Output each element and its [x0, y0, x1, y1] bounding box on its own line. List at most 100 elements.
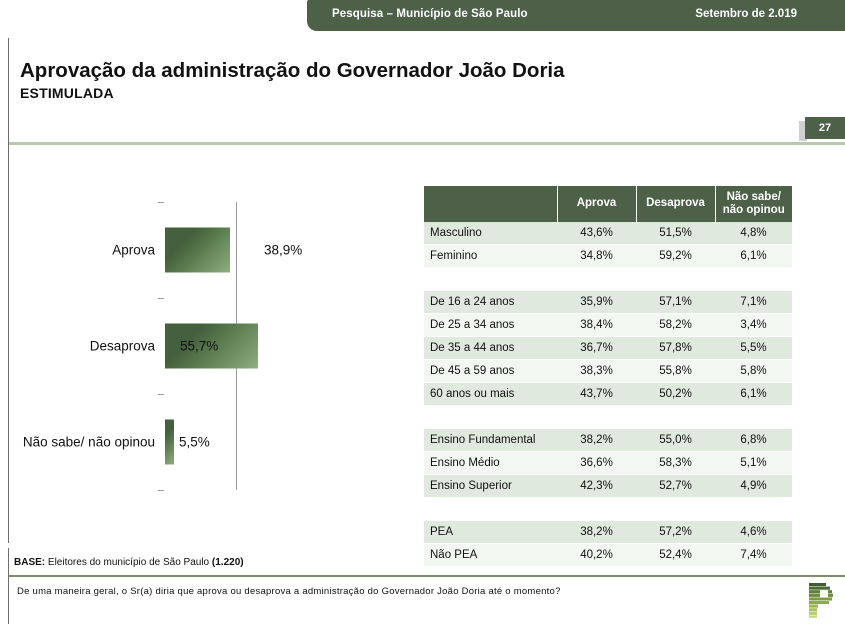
table-cell-naosabe: 6,1% — [715, 244, 792, 268]
table-cell-desaprova: 57,2% — [636, 520, 715, 544]
base-text: Eleitores do município de São Paulo — [47, 557, 210, 568]
table-cell-aprova: 43,7% — [557, 382, 636, 406]
table-cell-naosabe: 7,1% — [715, 290, 792, 314]
chart-value-naosabe: 5,5% — [179, 434, 210, 450]
table-cell-desaprova: 58,2% — [636, 313, 715, 337]
table-cell-desaprova: 59,2% — [636, 244, 715, 268]
table-cell-aprova: 38,2% — [557, 520, 636, 544]
table-row: De 16 a 24 anos 35,9% 57,1% 7,1% — [424, 290, 792, 314]
axis-tick — [158, 202, 164, 203]
table-group-gap — [424, 497, 792, 521]
base-label: BASE: — [14, 557, 46, 568]
table-header-corner — [424, 186, 557, 222]
table-cell-aprova: 36,7% — [557, 336, 636, 360]
table-cell-aprova: 38,4% — [557, 313, 636, 337]
chart-row: Desaprova 55,7% — [9, 316, 409, 376]
table-cell-label: Não PEA — [424, 543, 557, 567]
chart-bar-naosabe — [165, 419, 174, 465]
chart-value-aprova: 38,9% — [264, 242, 303, 258]
table-cell-desaprova: 55,8% — [636, 359, 715, 383]
company-logo-icon — [806, 582, 836, 618]
table-cell-desaprova: 52,4% — [636, 543, 715, 567]
table-cell-naosabe: 5,8% — [715, 359, 792, 383]
chart-category-label: Desaprova — [89, 338, 155, 354]
table-row: PEA 38,2% 57,2% 4,6% — [424, 520, 792, 544]
chart-row: Não sabe/ não opinou 5,5% — [9, 412, 409, 472]
page-title: Aprovação da administração do Governador… — [20, 59, 565, 82]
table-cell-naosabe: 4,9% — [715, 474, 792, 498]
top-banner: Pesquisa – Município de São Paulo Setemb… — [0, 0, 845, 34]
table-group-gap-cell — [424, 497, 792, 521]
table-cell-desaprova: 52,7% — [636, 474, 715, 498]
table-cell-label: Feminino — [424, 244, 557, 268]
table-cell-label: Masculino — [424, 222, 557, 245]
page-subtitle: ESTIMULADA — [20, 84, 114, 101]
chart-row: Aprova 38,9% — [9, 220, 409, 280]
table-header-naosabe-line1: Não sabe/ — [726, 190, 781, 203]
table-header-desaprova: Desaprova — [635, 186, 715, 222]
banner-bar: Pesquisa – Município de São Paulo Setemb… — [307, 0, 845, 31]
table-row: De 35 a 44 anos 36,7% 57,8% 5,5% — [424, 336, 792, 360]
crosstab-table: Aprova Desaprova Não sabe/ não opinou Ma… — [424, 186, 792, 567]
table-cell-aprova: 34,8% — [557, 244, 636, 268]
approval-bar-chart: Aprova 38,9% Desaprova 55,7% Não sabe/ n… — [9, 190, 409, 500]
table-cell-desaprova: 57,1% — [636, 290, 715, 314]
footer-divider — [9, 575, 845, 577]
chart-bar-aprova — [165, 227, 230, 273]
table-cell-desaprova: 58,3% — [636, 451, 715, 475]
table-cell-desaprova: 50,2% — [636, 382, 715, 406]
table-cell-aprova: 36,6% — [557, 451, 636, 475]
table-row: De 45 a 59 anos 38,3% 55,8% 5,8% — [424, 359, 792, 383]
table-cell-label: Ensino Superior — [424, 474, 557, 498]
banner-survey-title: Pesquisa – Município de São Paulo — [332, 8, 528, 20]
table-row: Masculino 43,6% 51,5% 4,8% — [424, 222, 792, 245]
table-cell-aprova: 43,6% — [557, 222, 636, 245]
table-cell-aprova: 35,9% — [557, 290, 636, 314]
logo-p-shape — [809, 583, 833, 618]
table-row: Feminino 34,8% 59,2% 6,1% — [424, 244, 792, 268]
crosstab-table-wrapper: Aprova Desaprova Não sabe/ não opinou Ma… — [424, 186, 792, 567]
table-row: De 25 a 34 anos 38,4% 58,2% 3,4% — [424, 313, 792, 337]
table-group-gap — [424, 405, 792, 429]
table-cell-aprova: 40,2% — [557, 543, 636, 567]
left-vertical-rule — [8, 38, 9, 543]
table-group-gap — [424, 267, 792, 291]
axis-tick — [158, 298, 164, 299]
table-cell-label: De 16 a 24 anos — [424, 290, 557, 314]
axis-tick — [158, 490, 164, 491]
table-cell-desaprova: 57,8% — [636, 336, 715, 360]
table-cell-naosabe: 3,4% — [715, 313, 792, 337]
table-cell-label: Ensino Médio — [424, 451, 557, 475]
table-row: 60 anos ou mais 43,7% 50,2% 6,1% — [424, 382, 792, 406]
chart-category-label: Não sabe/ não opinou — [22, 434, 155, 450]
table-header-row: Aprova Desaprova Não sabe/ não opinou — [424, 186, 792, 222]
base-line: BASE: Eleitores do município de São Paul… — [14, 557, 244, 568]
table-row: Ensino Superior 42,3% 52,7% 4,9% — [424, 474, 792, 498]
chart-value-desaprova: 55,7% — [180, 338, 219, 354]
table-cell-aprova: 38,2% — [557, 428, 636, 452]
table-cell-label: De 35 a 44 anos — [424, 336, 557, 360]
table-group-gap-cell — [424, 267, 792, 291]
chart-category-label: Aprova — [112, 242, 155, 258]
table-row: Ensino Fundamental 38,2% 55,0% 6,8% — [424, 428, 792, 452]
table-cell-naosabe: 6,1% — [715, 382, 792, 406]
table-cell-naosabe: 4,8% — [715, 222, 792, 245]
table-cell-aprova: 42,3% — [557, 474, 636, 498]
table-cell-naosabe: 5,1% — [715, 451, 792, 475]
table-header-naosabe-line2: não opinou — [722, 204, 785, 216]
table-cell-desaprova: 55,0% — [636, 428, 715, 452]
table-cell-naosabe: 6,8% — [715, 428, 792, 452]
table-header-naosabe: Não sabe/ não opinou — [714, 186, 792, 222]
axis-tick — [158, 394, 164, 395]
survey-question: De uma maneira geral, o Sr(a) diria que … — [17, 586, 561, 597]
page-badge-shadow — [799, 121, 807, 141]
table-header-aprova: Aprova — [556, 186, 636, 222]
table-cell-label: PEA — [424, 520, 557, 544]
table-cell-label: 60 anos ou mais — [424, 382, 557, 406]
title-divider — [9, 142, 845, 145]
table-cell-label: Ensino Fundamental — [424, 428, 557, 452]
table-cell-naosabe: 5,5% — [715, 336, 792, 360]
table-cell-naosabe: 7,4% — [715, 543, 792, 567]
banner-survey-date: Setembro de 2.019 — [695, 8, 797, 20]
table-cell-naosabe: 4,6% — [715, 520, 792, 544]
